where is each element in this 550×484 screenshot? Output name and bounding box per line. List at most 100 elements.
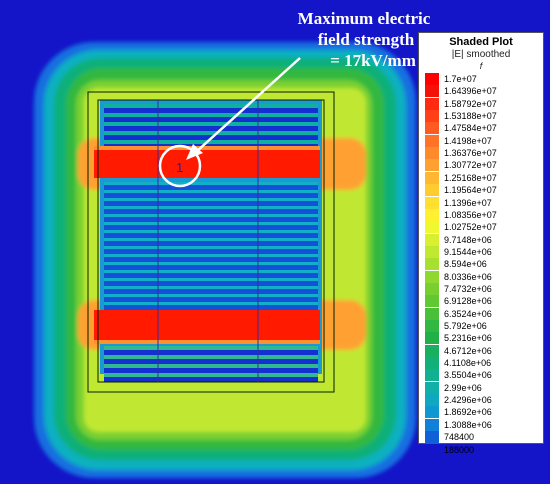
legend-swatch — [425, 233, 439, 246]
legend-value: 1.25168e+07 — [444, 172, 497, 183]
legend-value: 1.53188e+07 — [444, 111, 497, 122]
legend-value: 9.7148e+06 — [444, 234, 492, 245]
legend-entry: 1.36376e+07 — [425, 147, 541, 160]
annotation-arrow — [195, 57, 301, 153]
legend-swatch — [425, 258, 439, 271]
legend-value: 6.9128e+06 — [444, 296, 492, 307]
annotation-line-3: = 17kV/mm — [330, 51, 416, 70]
legend-swatch — [425, 332, 439, 345]
winding-gap — [104, 373, 318, 377]
winding-gap — [104, 364, 318, 368]
legend-value: 8.0336e+06 — [444, 271, 492, 282]
winding-layer — [104, 233, 318, 238]
legend-entry: 9.7148e+06 — [425, 233, 541, 246]
annotation-line-1: Maximum electric — [297, 9, 431, 28]
legend-entry: 1.02752e+07 — [425, 221, 541, 234]
winding-gap — [104, 294, 318, 297]
legend-entry: 1.19564e+07 — [425, 184, 541, 197]
legend-value: 2.99e+06 — [444, 382, 482, 393]
legend-value: 1.8692e+06 — [444, 407, 492, 418]
legend-entry: 7.4732e+06 — [425, 282, 541, 295]
legend-entry: 2.99e+06 — [425, 381, 541, 394]
legend-swatch — [425, 97, 439, 110]
legend-entry: 8.594e+06 — [425, 258, 541, 271]
legend-entry: 2.4296e+06 — [425, 394, 541, 407]
winding-layer — [104, 217, 318, 222]
winding-gap — [104, 182, 318, 185]
winding-gap — [104, 286, 318, 289]
legend-entry: 1.58792e+07 — [425, 97, 541, 110]
legend-swatch — [425, 110, 439, 123]
winding-layer — [104, 126, 318, 131]
winding-gap — [104, 270, 318, 273]
legend-entry: 8.0336e+06 — [425, 270, 541, 283]
coil-outer-outline — [87, 91, 335, 393]
legend-swatch — [425, 171, 439, 184]
legend-entry: 1.3088e+06 — [425, 418, 541, 431]
legend-entry: 1.53188e+07 — [425, 110, 541, 123]
winding-gap — [104, 254, 318, 257]
legend-swatch — [425, 85, 439, 98]
legend-value: 1.08356e+07 — [444, 209, 497, 220]
legend-value: 5.792e+06 — [444, 321, 487, 331]
legend-entry: 4.6712e+06 — [425, 344, 541, 357]
legend-entry: 6.3524e+06 — [425, 307, 541, 320]
winding-layer — [104, 281, 318, 286]
annotation-text: Maximum electric field strength = 17kV/m… — [264, 8, 464, 71]
winding-gap — [104, 238, 318, 241]
legend-swatch — [425, 147, 439, 160]
legend-value: 1.58792e+07 — [444, 98, 497, 109]
legend-value: 1.1396e+07 — [444, 197, 492, 208]
legend-value: 188000 — [444, 444, 475, 455]
legend-swatch — [425, 418, 439, 431]
legend-entry: 1.25168e+07 — [425, 171, 541, 184]
max-field-band-lower-edge — [94, 340, 320, 344]
color-legend: Shaded Plot |E| smoothed f 1.7e+07 1.6439… — [418, 32, 544, 456]
legend-value: 1.4198e+07 — [444, 135, 492, 146]
winding-gap — [104, 122, 318, 126]
legend-swatch — [425, 282, 439, 295]
legend-subtitle: |E| smoothed — [451, 49, 511, 60]
legend-swatch — [425, 221, 439, 234]
legend-entry: 1.4198e+07 — [425, 134, 541, 147]
winding-gap — [104, 140, 318, 144]
legend-value: 1.47584e+07 — [444, 123, 497, 134]
legend-value: 6.3524e+06 — [444, 308, 492, 319]
winding-layer — [104, 257, 318, 262]
legend-value: 1.3088e+06 — [444, 419, 492, 430]
winding-gap — [104, 113, 318, 117]
winding-gap — [104, 230, 318, 233]
legend-value: 7.4732e+06 — [444, 283, 492, 294]
legend-entry: 1.1396e+07 — [425, 196, 541, 209]
legend-swatch — [425, 320, 439, 332]
legend-value: 8.594e+06 — [444, 259, 487, 270]
legend-value: 1.7e+07 — [444, 74, 477, 84]
winding-layer — [104, 359, 318, 364]
legend-swatch — [425, 295, 439, 308]
legend-swatch — [425, 184, 439, 197]
legend-swatch — [425, 245, 439, 258]
legend-swatch — [425, 357, 439, 370]
legend-value: 4.1108e+06 — [444, 358, 492, 369]
legend-entry: 188000 — [425, 443, 541, 456]
winding-layer — [104, 249, 318, 254]
legend-swatch — [425, 196, 439, 209]
winding-layer — [104, 273, 318, 278]
legend-value: 3.5504e+06 — [444, 370, 492, 381]
winding-gap — [104, 346, 318, 350]
legend-swatch — [425, 122, 439, 135]
legend-value: 5.2316e+06 — [444, 333, 492, 344]
winding-gap — [104, 262, 318, 265]
legend-entry: 6.9128e+06 — [425, 295, 541, 308]
winding-layer — [104, 297, 318, 302]
winding-layer — [104, 289, 318, 294]
legend-value: 1.36376e+07 — [444, 148, 497, 159]
winding-layer — [104, 368, 318, 373]
legend-entry: 1.30772e+07 — [425, 159, 541, 172]
legend-value: 4.6712e+06 — [444, 345, 492, 356]
winding-gap — [104, 355, 318, 359]
legend-entry: 1.64396e+07 — [425, 85, 541, 98]
legend-swatch — [425, 443, 439, 456]
winding-gap — [104, 222, 318, 225]
